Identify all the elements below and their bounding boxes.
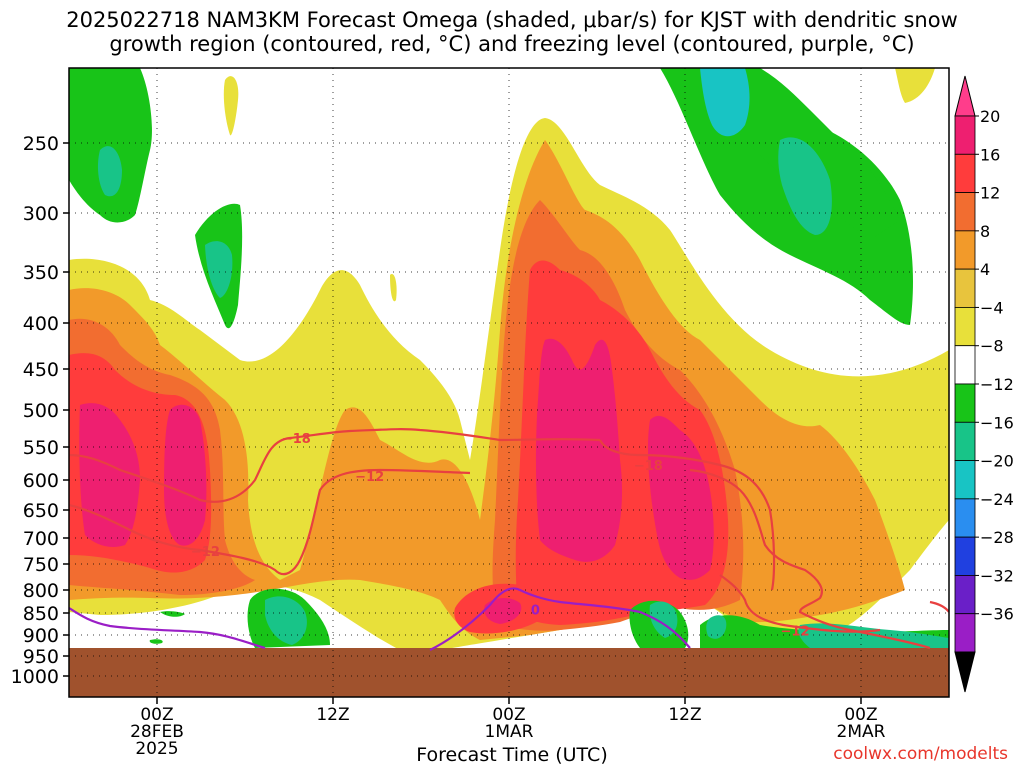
colorbar-label-0: 20 — [980, 107, 1000, 126]
contour-label-3: −18 — [634, 459, 663, 474]
x-tick-label-h0-1: 28FEB — [130, 722, 184, 742]
x-tick-label-h0-2: 2025 — [135, 739, 178, 759]
freezing-level-contour-west — [69, 607, 266, 650]
colorbar-label-6: −8 — [980, 337, 1004, 356]
contour-lines — [69, 428, 949, 651]
y-tick-label-400: 400 — [23, 313, 59, 335]
y-tick-label-1000: 1000 — [11, 666, 59, 688]
y-tick-label-950: 950 — [23, 646, 59, 668]
colorbar-box-4 — [954, 268, 976, 308]
colorbar-box-10 — [954, 498, 976, 538]
colorbar-label-11: −28 — [980, 528, 1014, 547]
colorbar-label-3: 8 — [980, 222, 990, 241]
dgz-contour-minus-12-bottom — [719, 574, 881, 633]
y-tick-label-500: 500 — [23, 400, 59, 422]
x-tick-label-h36-0: 12Z — [668, 705, 701, 725]
colorbar-box-9 — [954, 460, 976, 500]
colorbar-label-4: 4 — [980, 260, 990, 279]
colorbar-label-13: −36 — [980, 605, 1014, 624]
dgz-contour-minus-12-main — [69, 468, 471, 576]
x-tick-label-h48-0: 00Z — [844, 705, 877, 725]
y-tick-label-650: 650 — [23, 500, 59, 522]
x-tick-label-h24-0: 00Z — [492, 705, 525, 725]
contour-label-1: −12 — [355, 470, 384, 485]
colorbar-box-11 — [954, 536, 976, 576]
colorbar-box-7 — [954, 383, 976, 423]
x-axis-title: Forecast Time (UTC) — [416, 744, 608, 766]
colorbar-label-8: −16 — [980, 413, 1014, 432]
colorbar-box-5 — [954, 307, 976, 347]
source-credit[interactable]: coolwx.com/modelts — [833, 744, 1008, 764]
contour-label-2: −12 — [191, 545, 220, 560]
colorbar-label-7: −12 — [980, 375, 1014, 394]
y-tick-label-250: 250 — [23, 133, 59, 155]
colorbar-cap-top — [954, 75, 976, 117]
y-tick-label-700: 700 — [23, 528, 59, 550]
colorbar-label-2: 12 — [980, 184, 1000, 203]
colorbar-box-3 — [954, 230, 976, 270]
contour-label-4: −12 — [781, 625, 810, 640]
y-tick-label-800: 800 — [23, 580, 59, 602]
contour-labels: −18 −12 −12 −18 −12 0 — [191, 432, 810, 640]
y-axis-pressure: 2503003504004505005506006507007508008509… — [11, 133, 69, 688]
y-tick-label-750: 750 — [23, 554, 59, 576]
colorbar-label-10: −24 — [980, 490, 1014, 509]
dgz-contour-minus-12-right — [929, 600, 949, 613]
colorbar-box-6 — [954, 345, 976, 385]
colorbar-label-12: −32 — [980, 566, 1014, 585]
chart-title-line-1: 2025022718 NAM3KM Forecast Omega (shaded… — [66, 8, 958, 32]
y-tick-label-900: 900 — [23, 625, 59, 647]
y-tick-label-850: 850 — [23, 603, 59, 625]
contour-label-0: −18 — [282, 432, 311, 447]
dgz-contour-minus-18-west — [69, 428, 601, 503]
y-tick-label-550: 550 — [23, 437, 59, 459]
colorbar-box-8 — [954, 421, 976, 461]
colorbar-label-5: −4 — [980, 298, 1004, 317]
colorbar-label-1: 16 — [980, 145, 1000, 164]
colorbar-label-9: −20 — [980, 452, 1014, 471]
y-tick-label-350: 350 — [23, 262, 59, 284]
colorbar-cap-bottom — [954, 651, 976, 693]
omega-band-neg-12-16 — [700, 68, 750, 137]
colorbar: 20 16 12 8 4 −4 −8 −12 −16 −20 −24 −28 −32 −36 — [954, 75, 1014, 693]
below-ground-shading — [69, 648, 949, 697]
contour-label-5: 0 — [531, 603, 540, 618]
colorbar-box-12 — [954, 575, 976, 615]
y-tick-label-600: 600 — [23, 470, 59, 492]
x-tick-label-h48-1: 2MAR — [837, 722, 886, 742]
colorbar-box-0 — [954, 115, 976, 155]
dgz-contour-minus-18-east — [599, 439, 776, 591]
freezing-level-contour-east — [429, 587, 691, 651]
colorbar-box-1 — [954, 153, 976, 193]
colorbar-box-13 — [954, 613, 976, 653]
colorbar-box-2 — [954, 192, 976, 232]
x-tick-label-h24-1: 1MAR — [485, 722, 534, 742]
x-tick-label-h0-0: 00Z — [140, 705, 173, 725]
y-tick-label-300: 300 — [23, 203, 59, 225]
y-tick-label-450: 450 — [23, 359, 59, 381]
chart-title-line-2: growth region (contoured, red, °C) and f… — [109, 32, 915, 56]
dgz-contour-minus-12-east — [689, 468, 931, 650]
x-tick-label-h12-0: 12Z — [316, 705, 349, 725]
